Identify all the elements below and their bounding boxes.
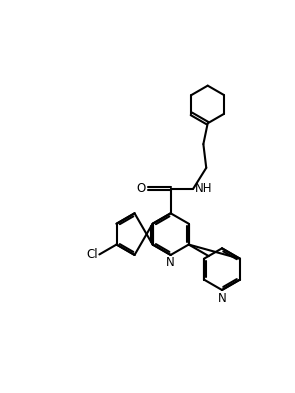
Text: N: N (218, 292, 226, 305)
Text: N: N (166, 256, 175, 270)
Text: Cl: Cl (86, 248, 98, 261)
Text: NH: NH (195, 182, 212, 195)
Text: O: O (137, 182, 146, 195)
